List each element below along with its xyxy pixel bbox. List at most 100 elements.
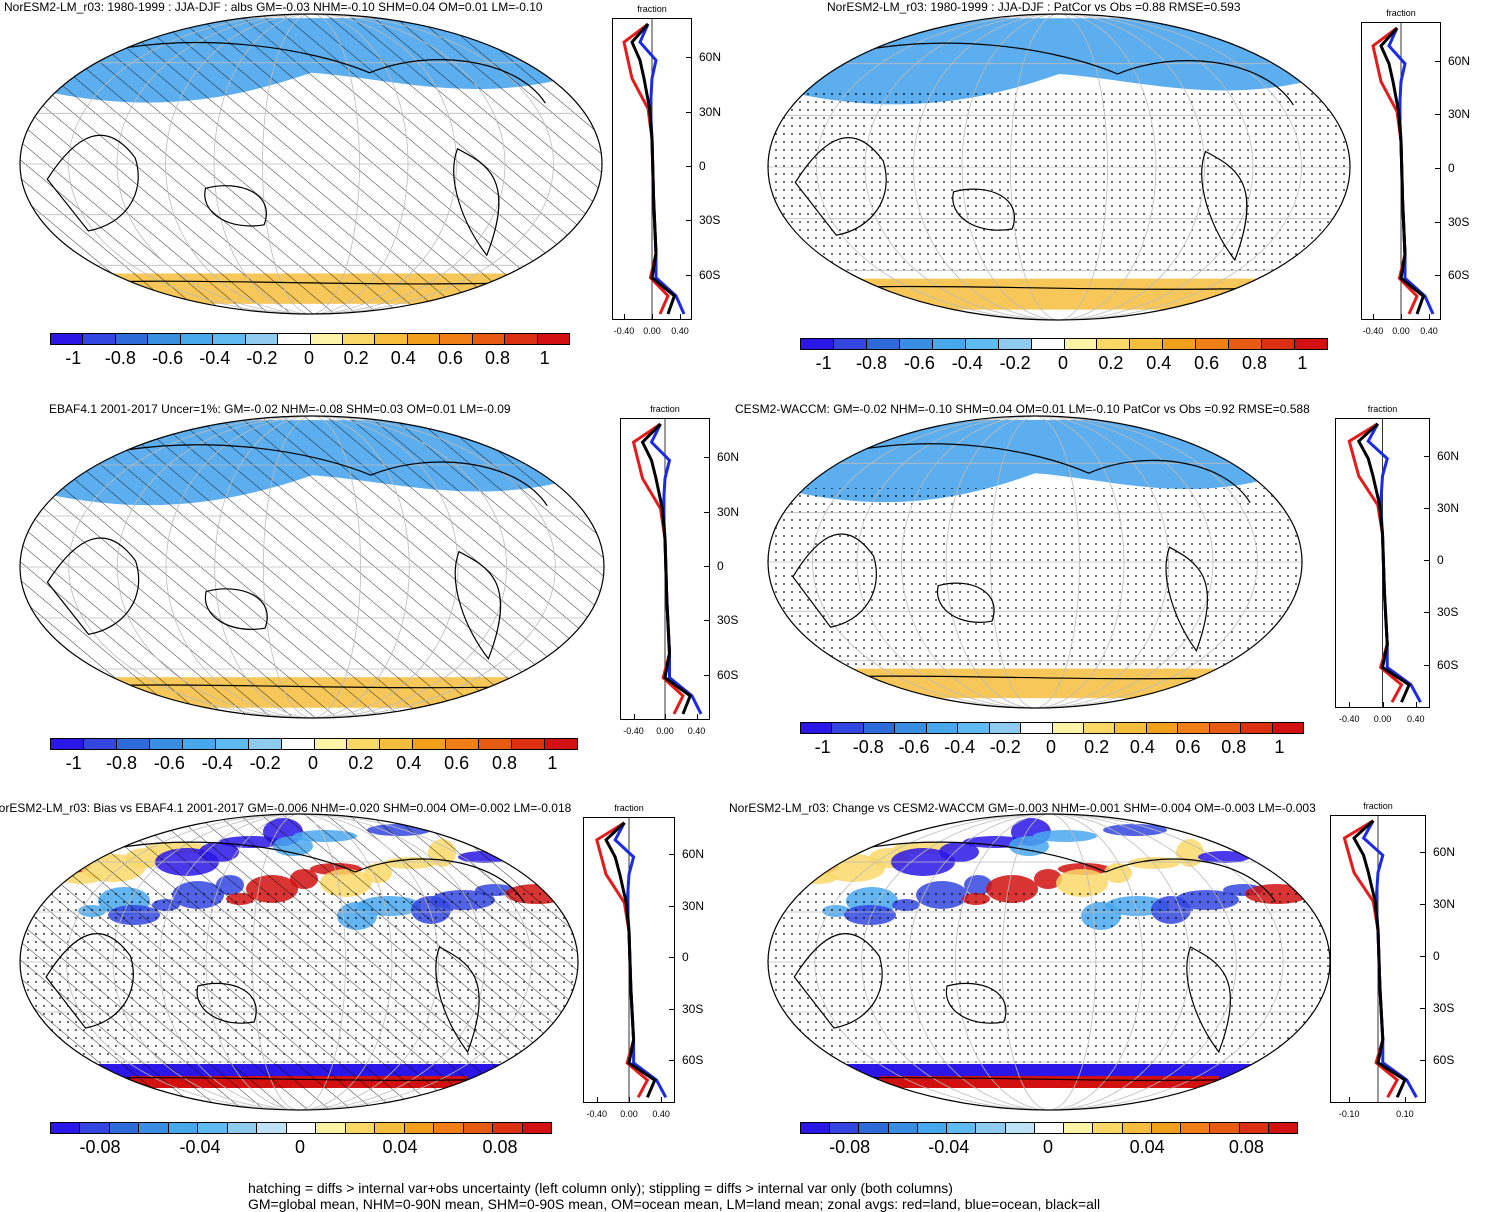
zonal-x-tick: [1415, 702, 1417, 707]
panel-title: CESM2-WACCM: GM=-0.02 NHM=-0.10 SHM=0.04…: [735, 402, 1310, 416]
colorbar-swatch: [522, 1123, 551, 1133]
zonal-line-all: [604, 821, 657, 1098]
anomaly-patch: [768, 821, 780, 833]
panel-title: NorESM2-LM_r03: 1980-1999 : JJA-DJF : Pa…: [827, 0, 1241, 14]
colorbar-swatch: [493, 1123, 523, 1133]
colorbar-tick-label: -1: [65, 753, 82, 773]
graticule-meridian: [913, 14, 1205, 320]
zonal-x-label: -0.40: [586, 1109, 608, 1119]
colorbar-tick-label: -0.4: [201, 753, 233, 773]
colorbar-swatch: [1210, 1123, 1240, 1133]
graticule-meridian: [908, 814, 1190, 1110]
colorbar-swatch: [1064, 339, 1098, 349]
colorbar-swatch: [537, 334, 569, 344]
map-body: [768, 814, 1330, 1110]
graticule-meridian: [864, 14, 1254, 320]
zonal-y-tick: [669, 1008, 674, 1010]
coastline: [45, 933, 134, 1029]
map-plot: [19, 13, 603, 315]
colorbar-tick-label: -0.08: [79, 1137, 121, 1157]
zonal-y-label: 30N: [682, 898, 705, 913]
zonal-y-tick: [686, 165, 691, 167]
sea-ice-region: [768, 668, 1302, 699]
colorbar-swatch: [833, 339, 867, 349]
graticule-meridian: [165, 14, 457, 314]
zonal-line-ocean: [649, 423, 703, 715]
zonal-x-label: 0.10: [1396, 1109, 1414, 1119]
colorbar-tick-label: 0.2: [1084, 737, 1110, 757]
colorbar-tick-label: -0.2: [989, 737, 1021, 757]
zonal-x-label: 0.00: [620, 1109, 638, 1119]
zonal-y-label: 60S: [699, 267, 721, 282]
graticule-meridian: [901, 416, 1169, 708]
zonal-y-label: 60S: [1433, 1052, 1455, 1067]
zonal-y-tick: [1435, 221, 1440, 223]
colorbar-swatch: [989, 723, 1022, 733]
coastline: [824, 42, 1294, 106]
colorbar-tick-label: 0.04: [1129, 1137, 1165, 1157]
colorbar-swatch: [215, 739, 249, 749]
zonal-y-label: 30S: [699, 213, 721, 228]
zonal-y-tick: [669, 1060, 674, 1062]
graticule-meridian: [66, 814, 532, 1110]
colorbar-swatch: [545, 739, 577, 749]
coastline: [936, 582, 995, 623]
colorbar: [800, 338, 1328, 350]
map-border: [19, 13, 603, 315]
colorbar-swatch: [958, 723, 990, 733]
zonal-line-ocean: [613, 822, 668, 1098]
colorbar-swatch: [83, 739, 117, 749]
colorbar-tick-label: 0.2: [348, 753, 374, 773]
anomaly-patch: [1128, 857, 1180, 869]
colorbar-swatch: [51, 334, 84, 344]
map-body: [20, 14, 602, 314]
graticule-meridian: [159, 814, 439, 1110]
zonal-x-label: -0.40: [1362, 326, 1384, 336]
colorbar-tick-label: -0.6: [153, 753, 185, 773]
colorbar-swatch: [180, 334, 214, 344]
colorbar-swatch: [947, 1123, 977, 1133]
colorbar-swatch: [965, 339, 999, 349]
graticule-meridian: [116, 416, 508, 718]
anomaly-patch: [768, 860, 815, 888]
colorbar-swatch: [1034, 1123, 1065, 1133]
zonal-y-tick: [1435, 168, 1440, 170]
colorbar-swatch: [440, 334, 473, 344]
zonal-y-label: 30S: [1437, 605, 1459, 620]
zonal-y-label: 30N: [717, 504, 740, 519]
zonal-y-label: 60N: [1437, 448, 1460, 463]
zonal-line-all: [1379, 26, 1426, 315]
colorbar-swatch: [1239, 1123, 1269, 1133]
colorbar-swatch: [998, 339, 1032, 349]
colorbar-tick-label: -0.8: [856, 353, 888, 373]
colorbar: [50, 738, 578, 750]
anomaly-patch: [1033, 830, 1097, 842]
zonal-y-label: 30N: [1437, 500, 1460, 515]
colorbar-swatch: [863, 723, 896, 733]
graticule-meridian: [252, 814, 346, 1110]
colorbar-tick-label: 0.6: [1194, 353, 1220, 373]
colorbar-tick-label: 0: [294, 1137, 306, 1157]
zonal-x-tick: [1373, 314, 1374, 319]
graticule-meridian: [954, 814, 1144, 1110]
colorbar-tick-label: -0.04: [179, 1137, 221, 1157]
zonal-y-label: 60S: [717, 667, 739, 682]
anomaly-patch: [1034, 869, 1062, 889]
colorbar-tick-label: 0.4: [390, 348, 416, 368]
colorbar-swatch: [505, 334, 538, 344]
zonal-y-label: 0: [699, 158, 706, 173]
colorbar-swatch: [830, 1123, 860, 1133]
colorbar-swatch: [926, 723, 959, 733]
colorbar-swatch: [245, 334, 279, 344]
colorbar-swatch: [832, 723, 864, 733]
zonal-x-tick: [665, 714, 666, 719]
panel-title: NorESM2-LM_r03: Change vs CESM2-WACCM GM…: [729, 801, 1316, 815]
colorbar-tick-label: 0.2: [343, 348, 369, 368]
southern-anomaly-band: [879, 1076, 1219, 1088]
zonal-line-land: [631, 422, 685, 715]
colorbar-tick-label: 0.2: [1098, 353, 1124, 373]
colorbar-swatch: [198, 1123, 228, 1133]
zonal-y-label: 60N: [717, 450, 740, 465]
colorbar-swatch: [1181, 1123, 1211, 1133]
zonal-x-tick: [1429, 314, 1430, 319]
